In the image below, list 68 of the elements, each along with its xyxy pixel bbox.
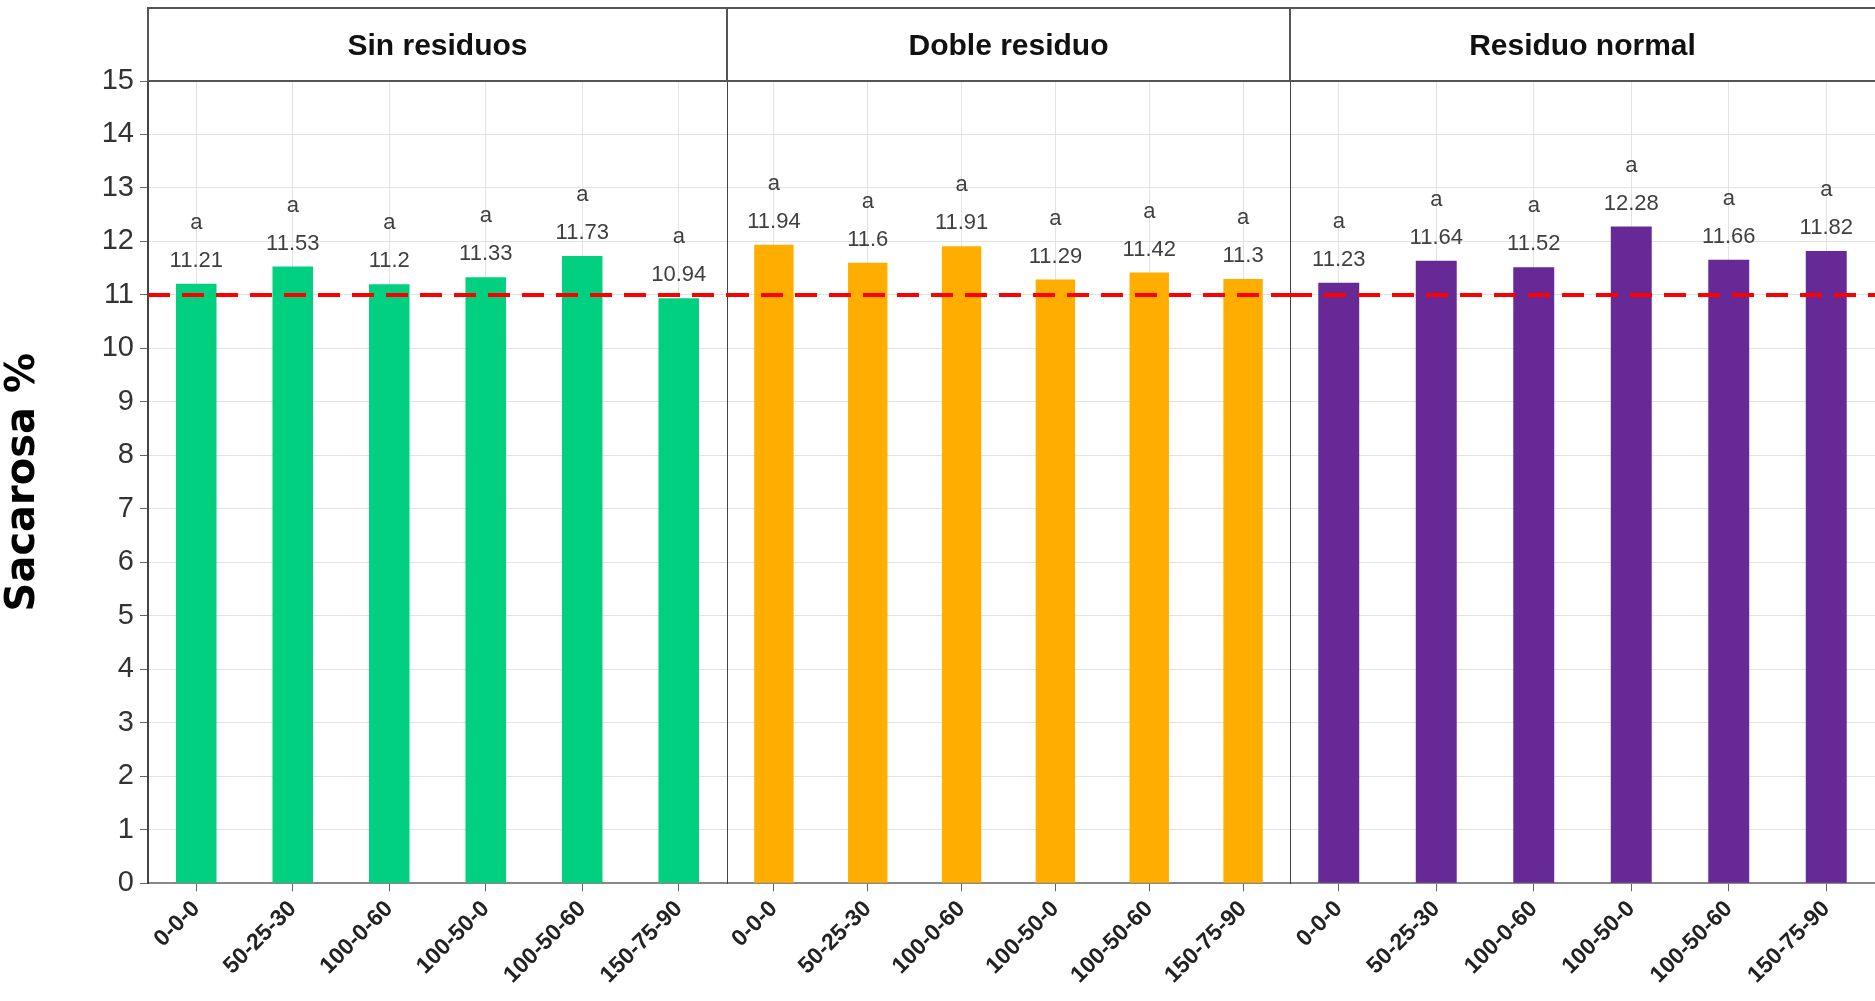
annotation: a — [286, 191, 300, 217]
bar — [1223, 278, 1263, 883]
annotation: a — [479, 202, 493, 228]
y-tick-label: 15 — [101, 63, 134, 95]
y-tick-label: 10 — [101, 330, 134, 363]
y-axis-title: Sacarosa % — [0, 352, 44, 612]
bar — [848, 262, 888, 883]
data-label: 11.23 — [1312, 245, 1366, 271]
bar — [1415, 260, 1457, 883]
bar — [754, 244, 794, 883]
annotation: a — [190, 208, 204, 234]
data-label: 11.3 — [1222, 241, 1264, 267]
bar — [1708, 259, 1750, 883]
bar — [1513, 267, 1555, 883]
y-tick-label: 2 — [117, 758, 134, 791]
y-tick-label: 6 — [117, 544, 134, 577]
annotation: a — [767, 169, 781, 195]
data-label: 12.28 — [1603, 189, 1659, 215]
data-label: 11.6 — [847, 225, 889, 251]
bar — [1610, 226, 1652, 883]
annotation: a — [1332, 207, 1346, 233]
bar — [1318, 282, 1360, 883]
y-tick-label: 9 — [117, 383, 134, 416]
data-label: 11.94 — [747, 207, 801, 233]
annotation: a — [672, 223, 686, 249]
y-tick-label: 14 — [101, 116, 134, 149]
annotation: a — [1236, 203, 1250, 229]
y-tick-label: 13 — [101, 169, 134, 202]
data-label: 11.82 — [1799, 214, 1853, 240]
bar — [1129, 272, 1169, 883]
y-tick-label: 5 — [117, 597, 134, 630]
data-label: 11.33 — [459, 240, 513, 266]
chart-title: Sin residuos — [347, 27, 528, 61]
y-tick-label: 7 — [117, 490, 134, 523]
y-tick-label: 8 — [117, 437, 134, 470]
data-label: 11.64 — [1409, 223, 1463, 249]
annotation: a — [383, 209, 397, 235]
bar — [1805, 251, 1847, 883]
y-tick-label: 1 — [117, 811, 134, 844]
data-label: 11.91 — [934, 209, 989, 235]
bar — [1035, 279, 1076, 883]
chart-title: Doble residuo — [908, 27, 1109, 61]
annotation: a — [1527, 192, 1541, 218]
annotation: a — [1820, 176, 1834, 202]
y-tick-label: 12 — [101, 223, 134, 256]
annotation: a — [1143, 197, 1157, 223]
data-label: 10.94 — [651, 261, 707, 287]
annotation: a — [861, 187, 875, 213]
data-label: 11.2 — [368, 247, 410, 273]
y-tick-label: 3 — [117, 704, 134, 737]
data-label: 11.29 — [1028, 242, 1083, 268]
annotation: a — [1049, 204, 1063, 230]
y-tick-label: 11 — [103, 276, 134, 309]
data-label: 11.66 — [1702, 222, 1756, 248]
y-tick-label: 0 — [117, 865, 134, 898]
data-label: 11.52 — [1507, 230, 1561, 256]
chart-title: Residuo normal — [1469, 27, 1696, 61]
annotation: a — [1625, 151, 1639, 177]
annotation: a — [576, 180, 590, 206]
bar — [941, 246, 982, 883]
data-label: 11.73 — [555, 218, 609, 244]
data-label: 11.42 — [1122, 235, 1176, 261]
data-label: 11.53 — [266, 229, 320, 255]
y-tick-label: 4 — [117, 651, 134, 684]
data-label: 11.21 — [169, 246, 223, 272]
annotation: a — [1430, 185, 1444, 211]
annotation: a — [1722, 184, 1736, 210]
annotation: a — [955, 171, 969, 197]
